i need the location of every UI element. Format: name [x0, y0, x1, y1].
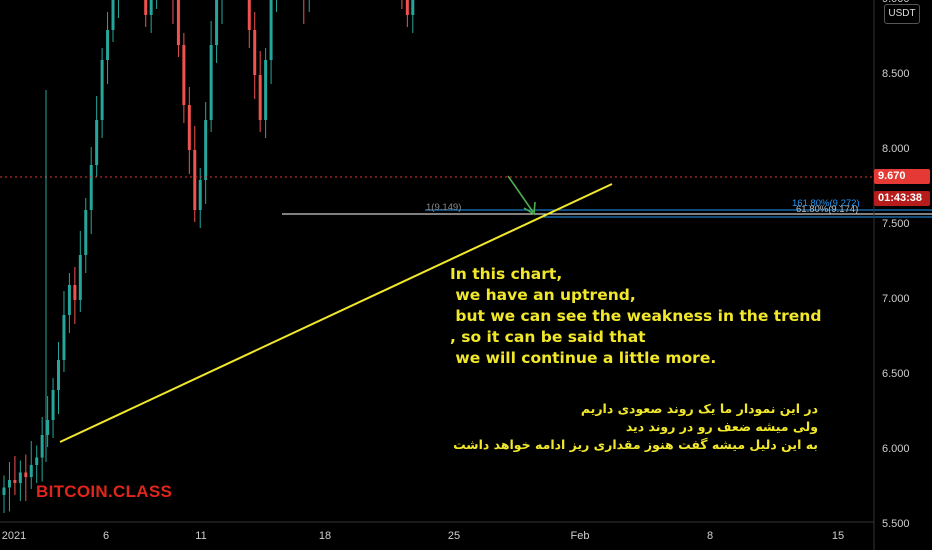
price-tick-label: 5.500 [882, 518, 910, 530]
candle-body [411, 0, 415, 15]
candle-body [29, 465, 33, 477]
time-tick-label: 11 [195, 530, 207, 542]
candle-body [215, 0, 219, 45]
candle-body [253, 30, 257, 75]
uptrend-line [59, 183, 613, 443]
current-price-tag: 9.670 [874, 169, 930, 184]
candle-body [100, 60, 104, 120]
watermark-logo: BITCOIN.CLASS [36, 482, 173, 501]
currency-badge[interactable]: USDT [884, 4, 920, 24]
price-tick-label: 7.500 [882, 218, 910, 230]
candle-body [84, 210, 88, 255]
candle-body [193, 150, 197, 210]
price-tick-label: 6.000 [882, 443, 910, 455]
candle-body [198, 180, 202, 210]
time-tick-label: Feb [570, 530, 590, 542]
candle-body [204, 120, 208, 180]
candle-body [405, 0, 409, 15]
candle-body [40, 435, 44, 458]
projection-arrow [507, 175, 536, 216]
price-tick-label: 8.000 [882, 143, 910, 155]
english-annotation: In this chart, we have an uptrend, but w… [450, 265, 822, 367]
candle-body [247, 0, 251, 30]
candle-body [13, 480, 17, 483]
candle-body [73, 285, 77, 300]
candle-body [264, 60, 268, 120]
candle-body [18, 472, 22, 483]
price-tick-label: 9.000 [882, 0, 910, 5]
candle-body [187, 105, 191, 150]
countdown-tag: 01:43:38 [874, 191, 930, 206]
candle-body [35, 457, 39, 465]
fib-label-161: 161.80%(9.272) [792, 198, 860, 209]
persian-annotation: در این نمودار ما یک روند صعودی داریم ولی… [453, 401, 818, 452]
time-tick-label: 8 [706, 530, 714, 542]
candles [2, 0, 415, 513]
candle-body [57, 360, 61, 390]
candle-body [62, 315, 66, 360]
candle-body [182, 45, 186, 105]
time-tick-label: 15 [831, 530, 845, 542]
candle-body [89, 165, 93, 210]
candle-body [144, 0, 148, 15]
time-tick-label: 2021 [1, 530, 27, 542]
candle-body [269, 0, 273, 60]
candle-body [106, 30, 110, 60]
candle-body [209, 45, 213, 120]
candle-body [95, 120, 99, 165]
price-tick-label: 8.500 [882, 68, 910, 80]
time-tick-label: 6 [102, 530, 110, 542]
candle-body [176, 0, 180, 45]
candle-body [149, 0, 153, 15]
candle-body [24, 472, 28, 477]
time-tick-label: 18 [318, 530, 332, 542]
candle-body [7, 480, 11, 488]
fib-label-61: 61.80%(9.174) [796, 204, 858, 215]
candle-body [51, 390, 55, 420]
fib-label-1: 1(9.149) [426, 202, 461, 213]
candle-body [78, 255, 82, 300]
candle-body [258, 75, 262, 120]
time-tick-label: 25 [447, 530, 461, 542]
price-tick-label: 7.000 [882, 293, 910, 305]
candle-body [46, 420, 50, 435]
candle-body [2, 487, 6, 495]
candle-body [67, 285, 71, 315]
price-tick-label: 6.500 [882, 368, 910, 380]
candle-body [111, 0, 115, 30]
